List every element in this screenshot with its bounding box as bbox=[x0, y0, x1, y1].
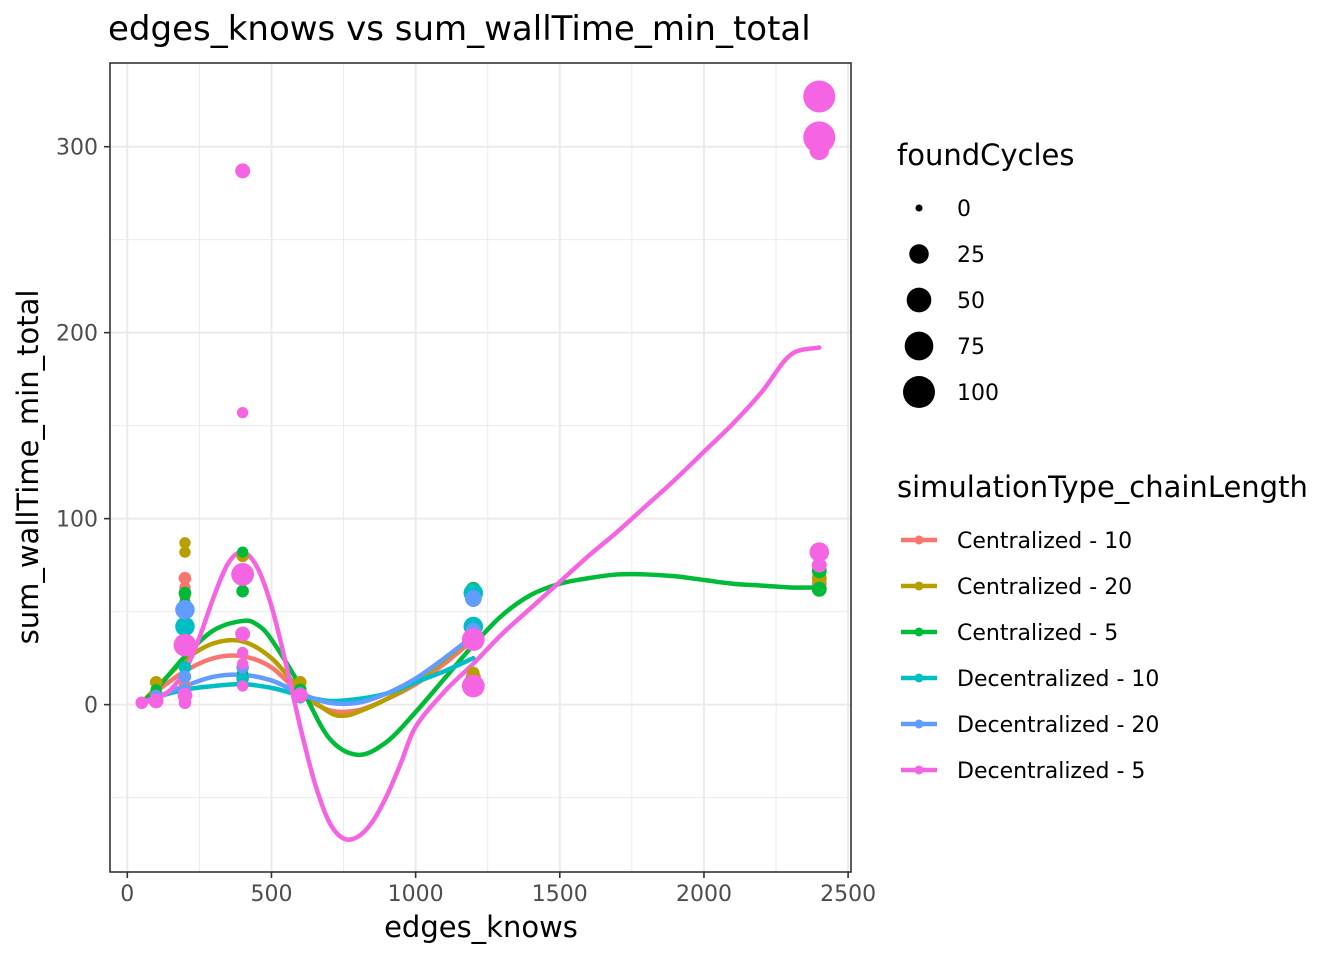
y-tick-label: 300 bbox=[56, 136, 98, 161]
size-legend-label: 75 bbox=[957, 335, 985, 360]
data-point bbox=[235, 163, 251, 179]
x-tick-label: 500 bbox=[250, 882, 292, 907]
chart-title: edges_knows vs sum_wallTime_min_total bbox=[108, 9, 811, 49]
data-point bbox=[148, 693, 164, 709]
data-point bbox=[236, 658, 249, 670]
size-legend-label: 100 bbox=[957, 381, 999, 406]
x-tick-label: 0 bbox=[120, 882, 134, 907]
color-legend-title: simulationType_chainLength bbox=[897, 470, 1308, 504]
data-point bbox=[809, 542, 830, 562]
x-tick-label: 2000 bbox=[676, 882, 732, 907]
size-legend-label: 50 bbox=[957, 289, 985, 314]
color-legend-dot bbox=[914, 627, 924, 637]
data-point bbox=[811, 581, 827, 597]
color-legend-dot bbox=[914, 719, 924, 729]
y-axis-title: sum_wallTime_min_total bbox=[11, 290, 45, 645]
size-legend-key bbox=[903, 376, 935, 408]
data-point bbox=[178, 571, 192, 585]
smooth-line bbox=[139, 345, 822, 843]
data-point bbox=[236, 546, 249, 558]
grid bbox=[110, 63, 851, 872]
data-point bbox=[464, 590, 482, 607]
data-point bbox=[236, 584, 249, 598]
color-legend-label: Centralized - 10 bbox=[957, 529, 1132, 554]
size-legend-key bbox=[909, 244, 929, 264]
color-legend-label: Centralized - 20 bbox=[957, 575, 1132, 600]
size-legend-label: 0 bbox=[957, 197, 971, 222]
data-point bbox=[178, 696, 192, 710]
color-legend-label: Decentralized - 5 bbox=[957, 759, 1145, 784]
color-legend-label: Decentralized - 10 bbox=[957, 667, 1159, 692]
color-legend-label: Centralized - 5 bbox=[957, 621, 1118, 646]
data-point bbox=[178, 670, 192, 684]
y-tick-label: 200 bbox=[56, 322, 98, 347]
data-point bbox=[461, 628, 485, 651]
color-legend-dot bbox=[914, 535, 924, 545]
data-point bbox=[809, 140, 830, 161]
size-legend-key bbox=[906, 287, 932, 313]
data-point bbox=[173, 633, 197, 657]
data-point bbox=[292, 687, 308, 703]
size-legend-key bbox=[915, 204, 923, 212]
plot-panel bbox=[110, 63, 851, 872]
x-tick-label: 1500 bbox=[532, 882, 588, 907]
data-point bbox=[178, 586, 192, 600]
size-legend-label: 25 bbox=[957, 243, 985, 268]
data-point bbox=[231, 563, 255, 586]
data-point bbox=[236, 646, 249, 659]
data-point bbox=[135, 696, 149, 710]
x-tick-label: 1000 bbox=[388, 882, 444, 907]
data-point bbox=[179, 537, 191, 549]
color-legend-dot bbox=[914, 673, 924, 683]
color-legend-dot bbox=[914, 581, 924, 591]
x-tick-label: 2500 bbox=[820, 882, 876, 907]
data-point bbox=[179, 546, 191, 558]
data-point bbox=[175, 616, 195, 637]
data-point bbox=[178, 661, 192, 674]
color-legend-dot bbox=[914, 765, 924, 775]
y-tick-label: 0 bbox=[84, 694, 98, 719]
data-point bbox=[236, 680, 249, 692]
axis-ticks: 0 500 1000 1500 2000 2500 0 100 200 300 bbox=[56, 136, 876, 907]
data-point bbox=[803, 80, 836, 113]
data-point bbox=[235, 626, 251, 642]
scatter-points bbox=[135, 80, 836, 710]
data-point bbox=[811, 557, 827, 573]
size-legend: foundCycles 0 25 50 75 100 bbox=[897, 138, 1074, 408]
color-legend: simulationType_chainLength Centralized -… bbox=[897, 470, 1308, 784]
x-axis-title: edges_knows bbox=[384, 910, 578, 944]
data-point bbox=[461, 674, 485, 698]
data-point bbox=[175, 600, 195, 620]
smooth-line bbox=[139, 571, 822, 758]
y-tick-label: 100 bbox=[56, 508, 98, 533]
plot-border bbox=[109, 62, 852, 873]
size-legend-key bbox=[904, 331, 934, 361]
size-legend-title: foundCycles bbox=[897, 138, 1074, 172]
color-legend-label: Decentralized - 20 bbox=[957, 713, 1159, 738]
data-point bbox=[236, 406, 249, 419]
